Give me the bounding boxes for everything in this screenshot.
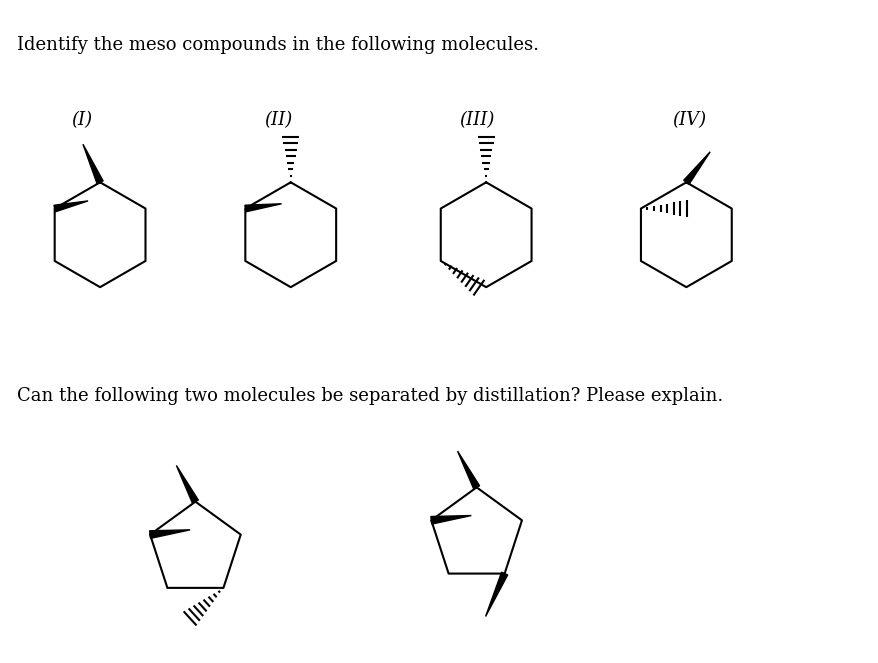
Text: Can the following two molecules be separated by distillation? Please explain.: Can the following two molecules be separ… xyxy=(18,387,723,405)
Text: (III): (III) xyxy=(459,111,494,129)
Polygon shape xyxy=(149,530,190,538)
Text: (IV): (IV) xyxy=(672,111,705,129)
Polygon shape xyxy=(176,465,198,503)
Text: Identify the meso compounds in the following molecules.: Identify the meso compounds in the follo… xyxy=(18,36,538,54)
Text: (II): (II) xyxy=(263,111,292,129)
Polygon shape xyxy=(683,152,709,184)
Polygon shape xyxy=(245,204,281,212)
Polygon shape xyxy=(83,144,103,184)
Polygon shape xyxy=(54,201,88,211)
Polygon shape xyxy=(457,451,479,489)
Text: (I): (I) xyxy=(71,111,92,129)
Polygon shape xyxy=(430,516,471,524)
Polygon shape xyxy=(485,572,507,617)
